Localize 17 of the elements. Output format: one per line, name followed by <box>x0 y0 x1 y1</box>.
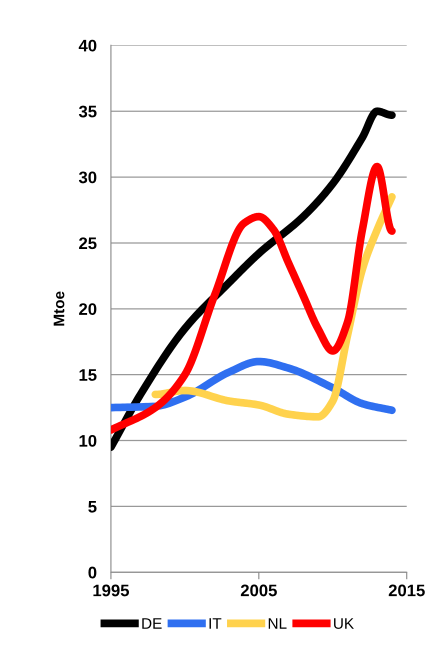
legend-label: IT <box>210 618 222 629</box>
legend-label: DE <box>142 618 162 629</box>
y-tick-label: 20 <box>79 303 96 316</box>
y-tick-label: 5 <box>88 500 97 513</box>
x-tick-label: 2015 <box>388 584 425 596</box>
x-tick-label: 2005 <box>240 584 277 596</box>
y-tick-label: 35 <box>78 106 97 118</box>
legend-label: NL <box>268 618 287 629</box>
legend-label: UK <box>334 618 354 629</box>
y-tick-label: 30 <box>78 171 96 184</box>
y-tick-label: 25 <box>79 237 97 250</box>
x-tick-label: 1995 <box>93 584 129 596</box>
y-tick-label: 40 <box>78 40 96 52</box>
y-tick-label: 10 <box>80 434 96 447</box>
y-axis-title: Mtoe <box>54 292 64 326</box>
y-tick-label: 15 <box>80 369 97 381</box>
y-tick-label: 0 <box>88 566 96 578</box>
